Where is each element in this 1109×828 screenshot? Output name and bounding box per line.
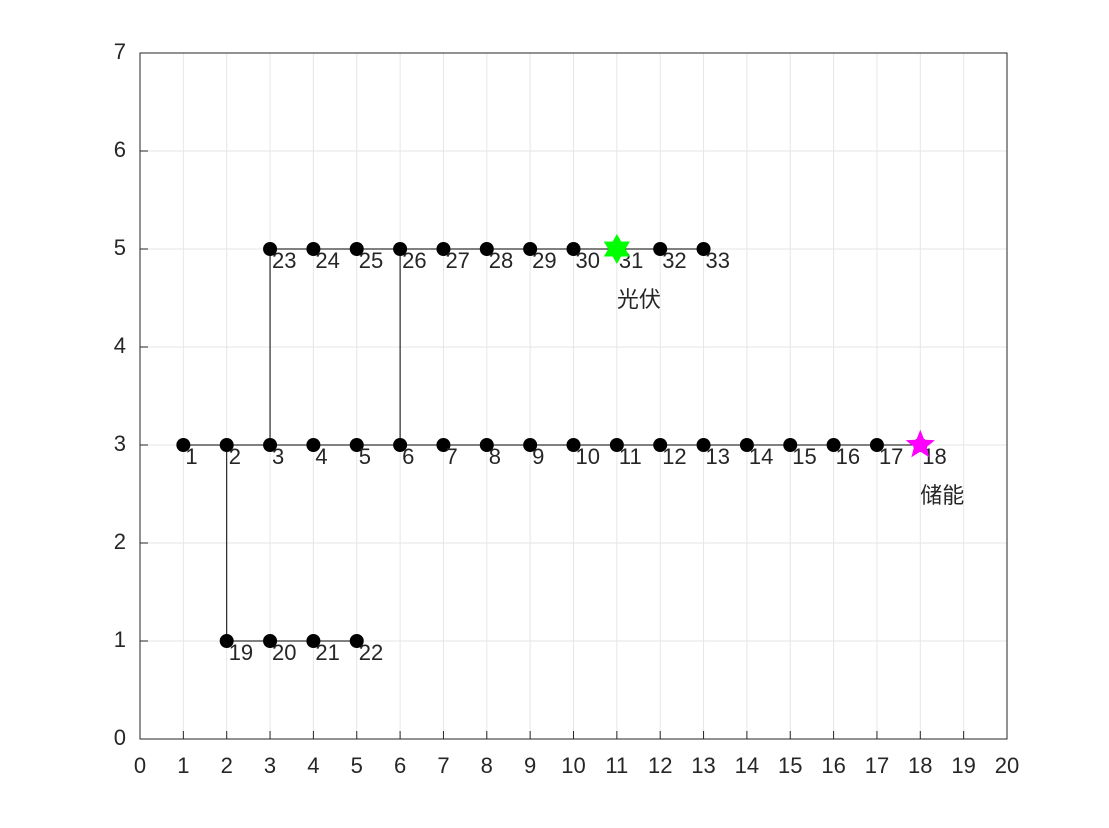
node (176, 438, 191, 452)
node (523, 438, 538, 452)
node (609, 438, 624, 452)
y-tick-label: 7 (114, 39, 126, 64)
x-tick-label: 8 (481, 753, 493, 778)
node (393, 242, 408, 256)
x-tick-label: 12 (648, 753, 672, 778)
node (263, 634, 278, 648)
node (349, 438, 364, 452)
node (479, 242, 494, 256)
marker-star (603, 233, 630, 265)
node (219, 634, 234, 648)
node-label: 19 (229, 640, 253, 665)
node (783, 438, 798, 452)
x-tick-label: 6 (394, 753, 406, 778)
marker-star (905, 429, 935, 458)
node (696, 438, 711, 452)
x-tick-label: 0 (134, 753, 146, 778)
node-label: 24 (315, 248, 339, 273)
x-tick-label: 20 (995, 753, 1019, 778)
y-tick-label: 4 (114, 333, 126, 358)
node-label: 30 (576, 248, 600, 273)
x-tick-label: 19 (951, 753, 975, 778)
y-tick-label: 3 (114, 431, 126, 456)
annotation: 光伏 (617, 287, 661, 312)
node (393, 438, 408, 452)
node-label: 7 (445, 444, 457, 469)
x-tick-label: 15 (778, 753, 802, 778)
x-tick-label: 9 (524, 753, 536, 778)
node (219, 438, 234, 452)
node-label: 6 (402, 444, 414, 469)
node-label: 9 (532, 444, 544, 469)
node-label: 26 (402, 248, 426, 273)
x-tick-label: 13 (691, 753, 715, 778)
y-tick-label: 2 (114, 529, 126, 554)
x-tick-label: 2 (221, 753, 233, 778)
node-label: 23 (272, 248, 296, 273)
x-tick-label: 11 (605, 753, 628, 778)
node (306, 438, 321, 452)
y-tick-label: 6 (114, 137, 126, 162)
node-label: 33 (706, 248, 730, 273)
node-label: 8 (489, 444, 501, 469)
node (696, 242, 711, 256)
x-tick-label: 4 (307, 753, 319, 778)
node (306, 634, 321, 648)
node (566, 438, 581, 452)
node-label: 13 (706, 444, 730, 469)
node (869, 438, 884, 452)
node (349, 242, 364, 256)
node-label: 4 (315, 444, 327, 469)
node (306, 242, 321, 256)
node-label: 15 (792, 444, 816, 469)
x-tick-label: 5 (351, 753, 363, 778)
node-label: 32 (662, 248, 686, 273)
node-label: 22 (359, 640, 383, 665)
node-label: 2 (229, 444, 241, 469)
x-tick-label: 10 (561, 753, 585, 778)
node (436, 242, 451, 256)
y-tick-label: 0 (114, 725, 126, 750)
node (263, 242, 278, 256)
node-label: 14 (749, 444, 773, 469)
node-label: 10 (576, 444, 600, 469)
node-label: 17 (879, 444, 903, 469)
node-label: 25 (359, 248, 383, 273)
x-tick-label: 16 (821, 753, 845, 778)
node (653, 438, 668, 452)
x-tick-label: 14 (735, 753, 759, 778)
node-label: 5 (359, 444, 371, 469)
x-tick-label: 18 (908, 753, 932, 778)
node (523, 242, 538, 256)
x-tick-label: 1 (177, 753, 189, 778)
node-label: 12 (662, 444, 686, 469)
node (479, 438, 494, 452)
node-label: 1 (185, 444, 197, 469)
node-label: 27 (445, 248, 469, 273)
y-tick-label: 1 (114, 627, 126, 652)
x-tick-label: 3 (264, 753, 276, 778)
x-tick-label: 17 (865, 753, 889, 778)
node-label: 21 (315, 640, 339, 665)
node (566, 242, 581, 256)
node (349, 634, 364, 648)
node-label: 16 (836, 444, 860, 469)
node-label: 3 (272, 444, 284, 469)
node (826, 438, 841, 452)
node (653, 242, 668, 256)
node (739, 438, 754, 452)
node (263, 438, 278, 452)
node-label: 20 (272, 640, 296, 665)
node-label: 28 (489, 248, 513, 273)
axes-box (139, 52, 1008, 740)
node-label: 11 (619, 444, 642, 469)
node (436, 438, 451, 452)
x-tick-label: 7 (437, 753, 449, 778)
annotation: 储能 (920, 483, 964, 508)
node-label: 29 (532, 248, 556, 273)
y-tick-label: 5 (114, 235, 126, 260)
